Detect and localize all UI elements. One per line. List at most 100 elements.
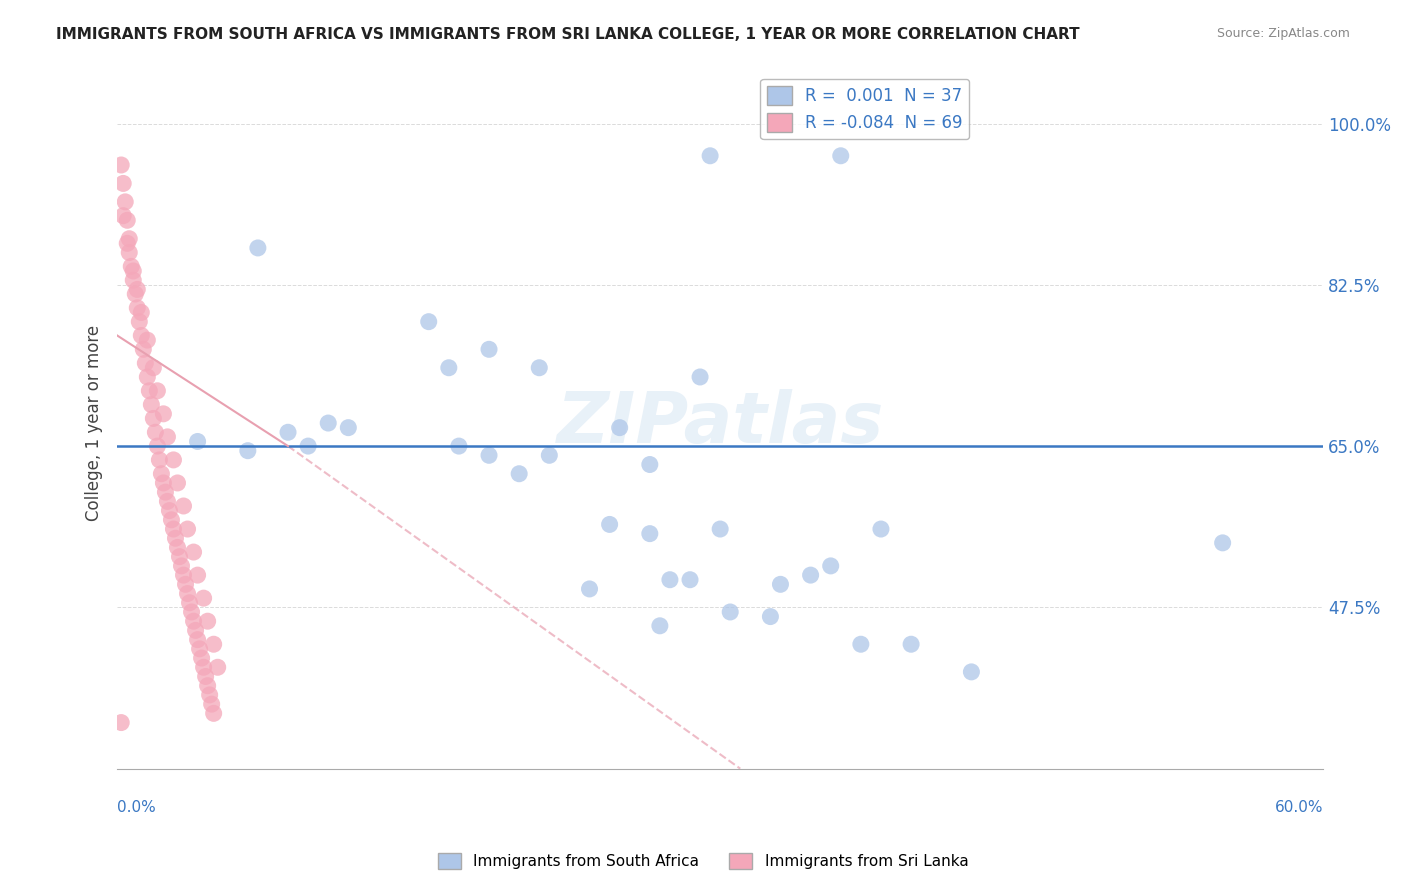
Point — [138, 384, 160, 398]
Point — [156, 430, 179, 444]
Point — [197, 614, 219, 628]
Point — [115, 236, 138, 251]
Point — [699, 149, 721, 163]
Point — [134, 356, 156, 370]
Point — [759, 609, 782, 624]
Text: 0.0%: 0.0% — [117, 800, 156, 814]
Point — [198, 688, 221, 702]
Point — [478, 448, 501, 462]
Point — [658, 573, 681, 587]
Point — [447, 439, 470, 453]
Point — [131, 328, 153, 343]
Point — [529, 360, 551, 375]
Point — [136, 370, 159, 384]
Point — [538, 448, 561, 462]
Point — [152, 475, 174, 490]
Point — [173, 499, 195, 513]
Point — [184, 624, 207, 638]
Text: Source: ZipAtlas.com: Source: ZipAtlas.com — [1216, 27, 1350, 40]
Point — [246, 241, 269, 255]
Point — [337, 420, 360, 434]
Point — [176, 586, 198, 600]
Point — [297, 439, 319, 453]
Point — [830, 149, 852, 163]
Point — [148, 453, 170, 467]
Point — [648, 619, 671, 633]
Point — [160, 513, 183, 527]
Point — [960, 665, 983, 679]
Point — [183, 614, 205, 628]
Point — [127, 282, 149, 296]
Point — [187, 568, 209, 582]
Point — [599, 517, 621, 532]
Point — [131, 305, 153, 319]
Point — [146, 384, 169, 398]
Point — [174, 577, 197, 591]
Point — [709, 522, 731, 536]
Point — [136, 333, 159, 347]
Point — [800, 568, 823, 582]
Point — [638, 458, 661, 472]
Point — [173, 568, 195, 582]
Point — [150, 467, 173, 481]
Point — [197, 679, 219, 693]
Point — [110, 158, 132, 172]
Point — [166, 541, 188, 555]
Point — [162, 453, 184, 467]
Point — [141, 398, 163, 412]
Point — [188, 641, 211, 656]
Point — [180, 605, 202, 619]
Point — [165, 531, 187, 545]
Point — [689, 370, 711, 384]
Point — [115, 213, 138, 227]
Point — [202, 706, 225, 721]
Text: ZIPatlas: ZIPatlas — [557, 389, 884, 458]
Point — [118, 245, 141, 260]
Point — [124, 287, 146, 301]
Point — [179, 596, 201, 610]
Point — [870, 522, 893, 536]
Point — [277, 425, 299, 440]
Point — [112, 209, 135, 223]
Point — [769, 577, 792, 591]
Point — [193, 591, 215, 606]
Point — [202, 637, 225, 651]
Point — [156, 494, 179, 508]
Point — [236, 443, 259, 458]
Point — [638, 526, 661, 541]
Text: 60.0%: 60.0% — [1275, 800, 1323, 814]
Point — [122, 273, 145, 287]
Point — [437, 360, 460, 375]
Point — [679, 573, 702, 587]
Legend: R =  0.001  N = 37, R = -0.084  N = 69: R = 0.001 N = 37, R = -0.084 N = 69 — [761, 78, 970, 139]
Point — [176, 522, 198, 536]
Point — [201, 697, 224, 711]
Point — [718, 605, 741, 619]
Point — [820, 558, 842, 573]
Point — [146, 439, 169, 453]
Point — [155, 485, 177, 500]
Point — [145, 425, 167, 440]
Point — [900, 637, 922, 651]
Point — [187, 632, 209, 647]
Point — [162, 522, 184, 536]
Point — [110, 715, 132, 730]
Point — [418, 315, 440, 329]
Point — [127, 301, 149, 315]
Point — [609, 420, 631, 434]
Point — [169, 549, 191, 564]
Point — [194, 669, 217, 683]
Point — [193, 660, 215, 674]
Legend: Immigrants from South Africa, Immigrants from Sri Lanka: Immigrants from South Africa, Immigrants… — [432, 847, 974, 875]
Point — [159, 503, 181, 517]
Y-axis label: College, 1 year or more: College, 1 year or more — [86, 325, 103, 521]
Point — [478, 343, 501, 357]
Point — [1212, 536, 1234, 550]
Point — [118, 232, 141, 246]
Point — [166, 475, 188, 490]
Point — [190, 651, 212, 665]
Point — [508, 467, 530, 481]
Point — [132, 343, 155, 357]
Point — [183, 545, 205, 559]
Text: IMMIGRANTS FROM SOUTH AFRICA VS IMMIGRANTS FROM SRI LANKA COLLEGE, 1 YEAR OR MOR: IMMIGRANTS FROM SOUTH AFRICA VS IMMIGRAN… — [56, 27, 1080, 42]
